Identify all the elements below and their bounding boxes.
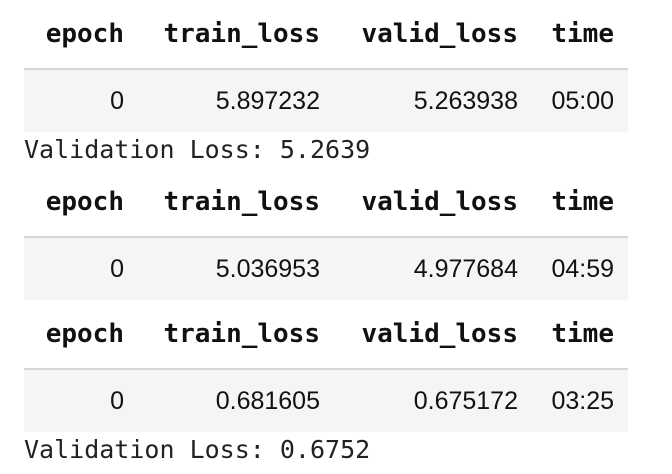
- column-header-valid-loss: valid_loss: [334, 0, 532, 70]
- cell-train-loss: 5.036953: [138, 237, 334, 300]
- column-header-valid-loss: valid_loss: [334, 300, 532, 370]
- cell-valid-loss: 5.263938: [334, 69, 532, 132]
- table-header-row: epoch train_loss valid_loss time: [24, 300, 628, 370]
- validation-loss-log: Validation Loss: 0.6752: [24, 435, 371, 464]
- cell-epoch: 0: [24, 369, 138, 432]
- column-header-valid-loss: valid_loss: [334, 168, 532, 238]
- cell-train-loss: 0.681605: [138, 369, 334, 432]
- notebook-output: epoch train_loss valid_loss time 0 5.897…: [24, 0, 628, 468]
- training-results-table: epoch train_loss valid_loss time 0 5.897…: [24, 0, 628, 132]
- table-row: 0 5.036953 4.977684 04:59: [24, 237, 628, 300]
- column-header-time: time: [532, 0, 628, 70]
- cell-time: 05:00: [532, 69, 628, 132]
- table-header-row: epoch train_loss valid_loss time: [24, 0, 628, 70]
- column-header-train-loss: train_loss: [138, 0, 334, 70]
- cell-train-loss: 5.897232: [138, 69, 334, 132]
- table-row: 0 5.897232 5.263938 05:00: [24, 69, 628, 132]
- column-header-epoch: epoch: [24, 300, 138, 370]
- validation-loss-log: Validation Loss: 5.2639: [24, 135, 371, 164]
- column-header-train-loss: train_loss: [138, 168, 334, 238]
- column-header-time: time: [532, 300, 628, 370]
- cell-epoch: 0: [24, 69, 138, 132]
- cell-time: 04:59: [532, 237, 628, 300]
- cell-epoch: 0: [24, 237, 138, 300]
- cell-valid-loss: 4.977684: [334, 237, 532, 300]
- column-header-epoch: epoch: [24, 168, 138, 238]
- column-header-epoch: epoch: [24, 0, 138, 70]
- table-row: 0 0.681605 0.675172 03:25: [24, 369, 628, 432]
- table-header-row: epoch train_loss valid_loss time: [24, 168, 628, 238]
- column-header-train-loss: train_loss: [138, 300, 334, 370]
- cell-time: 03:25: [532, 369, 628, 432]
- training-results-table: epoch train_loss valid_loss time 0 5.036…: [24, 168, 628, 300]
- cell-valid-loss: 0.675172: [334, 369, 532, 432]
- column-header-time: time: [532, 168, 628, 238]
- training-results-table: epoch train_loss valid_loss time 0 0.681…: [24, 300, 628, 432]
